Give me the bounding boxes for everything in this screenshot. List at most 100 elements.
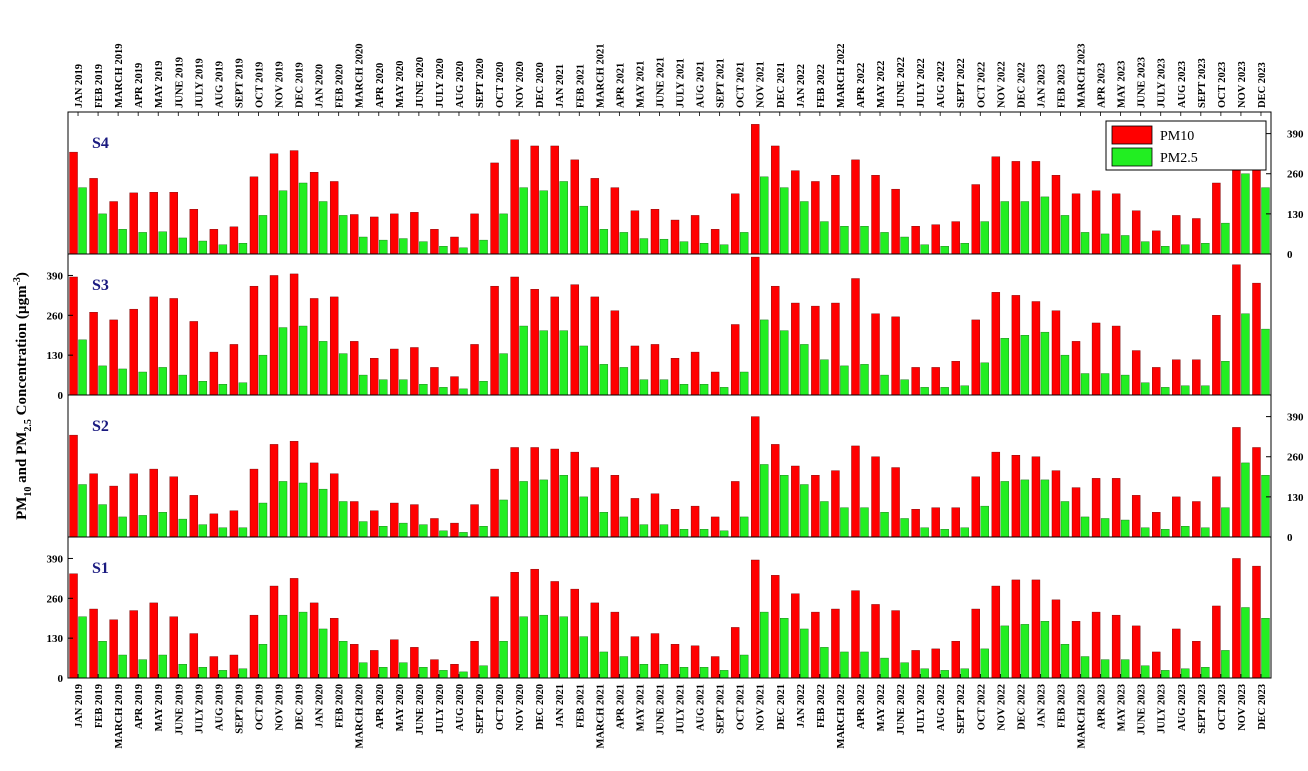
bar-pm10: [1051, 599, 1061, 679]
month-label-bottom: JAN 2023: [1036, 684, 1047, 728]
month-label-bottom: AUG 2021: [696, 684, 707, 731]
bar-pm10: [129, 308, 138, 396]
bar-pm25: [439, 387, 448, 396]
month-label-top: SEPT 2020: [475, 58, 486, 108]
bar-pm25: [719, 387, 729, 396]
month-label-top: MARCH 2021: [595, 44, 606, 108]
bar-pm10: [670, 644, 680, 679]
month-label-top: NOV 2023: [1237, 61, 1248, 108]
bar-pm10: [309, 462, 319, 538]
bar-pm25: [1120, 374, 1130, 396]
bar-pm10: [610, 475, 620, 538]
bar-pm10: [1212, 605, 1221, 679]
bar-pm25: [1000, 625, 1010, 679]
bar-pm25: [559, 330, 568, 396]
bar-pm25: [519, 481, 528, 538]
bar-pm25: [499, 353, 508, 396]
bar-pm25: [579, 345, 588, 396]
bar-pm10: [309, 602, 319, 679]
bar-pm25: [1241, 607, 1250, 679]
bar-pm25: [138, 232, 147, 255]
bar-pm25: [218, 670, 228, 679]
bar-pm25: [559, 616, 568, 679]
month-label-top: OCT 2023: [1217, 62, 1228, 108]
bar-pm25: [840, 651, 849, 679]
bar-pm25: [900, 518, 909, 538]
bar-pm10: [951, 361, 960, 396]
bar-pm25: [599, 229, 609, 255]
bar-pm25: [900, 662, 909, 679]
bar-pm25: [178, 664, 187, 679]
bar-pm10: [1172, 215, 1181, 255]
bar-pm10: [690, 645, 700, 679]
bar-pm10: [229, 344, 239, 396]
panel-frame: [67, 111, 1272, 255]
bar-pm10: [229, 510, 239, 538]
bar-pm25: [479, 239, 488, 255]
month-label-top: MARCH 2019: [114, 44, 125, 108]
bar-pm10: [951, 641, 960, 679]
bar-pm10: [891, 610, 900, 679]
bar-pm10: [450, 236, 459, 255]
bar-pm10: [771, 145, 780, 255]
bar-pm25: [1120, 235, 1130, 255]
month-label-top: SEPT 2022: [956, 58, 967, 108]
bar-pm10: [1212, 315, 1221, 396]
bar-pm25: [739, 516, 749, 538]
bar-pm25: [318, 341, 328, 396]
bar-pm10: [89, 312, 98, 396]
bar-pm25: [1020, 201, 1030, 255]
month-label-top: SEPT 2023: [1197, 58, 1208, 108]
bar-pm25: [459, 247, 468, 255]
bar-pm25: [479, 526, 488, 538]
month-label-bottom: AUG 2022: [936, 684, 947, 731]
bar-pm10: [971, 476, 980, 538]
month-label-bottom: MAY 2022: [876, 684, 887, 731]
bar-pm10: [350, 501, 359, 538]
bar-pm10: [510, 276, 519, 396]
bar-pm25: [238, 527, 248, 538]
bar-pm10: [189, 209, 199, 255]
bar-pm25: [1020, 335, 1030, 396]
bar-pm25: [840, 507, 849, 538]
bar-pm25: [98, 641, 107, 679]
y-tick-label: 390: [47, 270, 64, 282]
bar-pm25: [1020, 479, 1030, 538]
month-label-top: APR 2019: [134, 63, 145, 108]
legend-label-pm25: PM2.5: [1160, 151, 1198, 166]
bar-pm10: [991, 292, 1001, 396]
bar-pm10: [149, 296, 158, 396]
y-tick-label: 0: [58, 390, 64, 402]
bar-pm25: [218, 244, 228, 255]
month-label-bottom: SEPT 2021: [716, 684, 727, 734]
bar-pm25: [739, 371, 749, 396]
month-label-bottom: SEPT 2023: [1197, 684, 1208, 734]
bar-pm10: [1172, 496, 1181, 538]
bar-pm25: [278, 614, 288, 679]
legend-swatch-pm10: [1111, 125, 1153, 145]
bar-pm25: [118, 516, 127, 538]
bar-pm25: [158, 654, 167, 679]
bar-pm10: [730, 193, 740, 255]
panel-s3: 0 130 260 390 S3: [47, 253, 1272, 402]
bar-pm25: [880, 512, 889, 538]
bar-pm25: [900, 236, 909, 255]
bar-pm10: [871, 604, 880, 679]
bar-pm10: [89, 608, 98, 679]
month-label-top: OCT 2022: [976, 62, 987, 108]
panel-frame: [67, 253, 1272, 396]
bar-pm10: [510, 447, 519, 538]
bar-pm25: [98, 504, 107, 538]
bar-pm25: [800, 344, 809, 396]
bar-pm25: [599, 651, 609, 679]
y-tick-label: 0: [58, 673, 64, 685]
bar-pm10: [269, 275, 279, 396]
bar-pm25: [679, 241, 689, 255]
bar-pm25: [1140, 665, 1150, 679]
bar-pm25: [338, 215, 348, 255]
bar-pm25: [920, 244, 929, 255]
bar-pm25: [860, 364, 869, 396]
bar-pm10: [430, 367, 439, 396]
bar-pm25: [78, 339, 87, 396]
bar-pm10: [710, 516, 720, 538]
